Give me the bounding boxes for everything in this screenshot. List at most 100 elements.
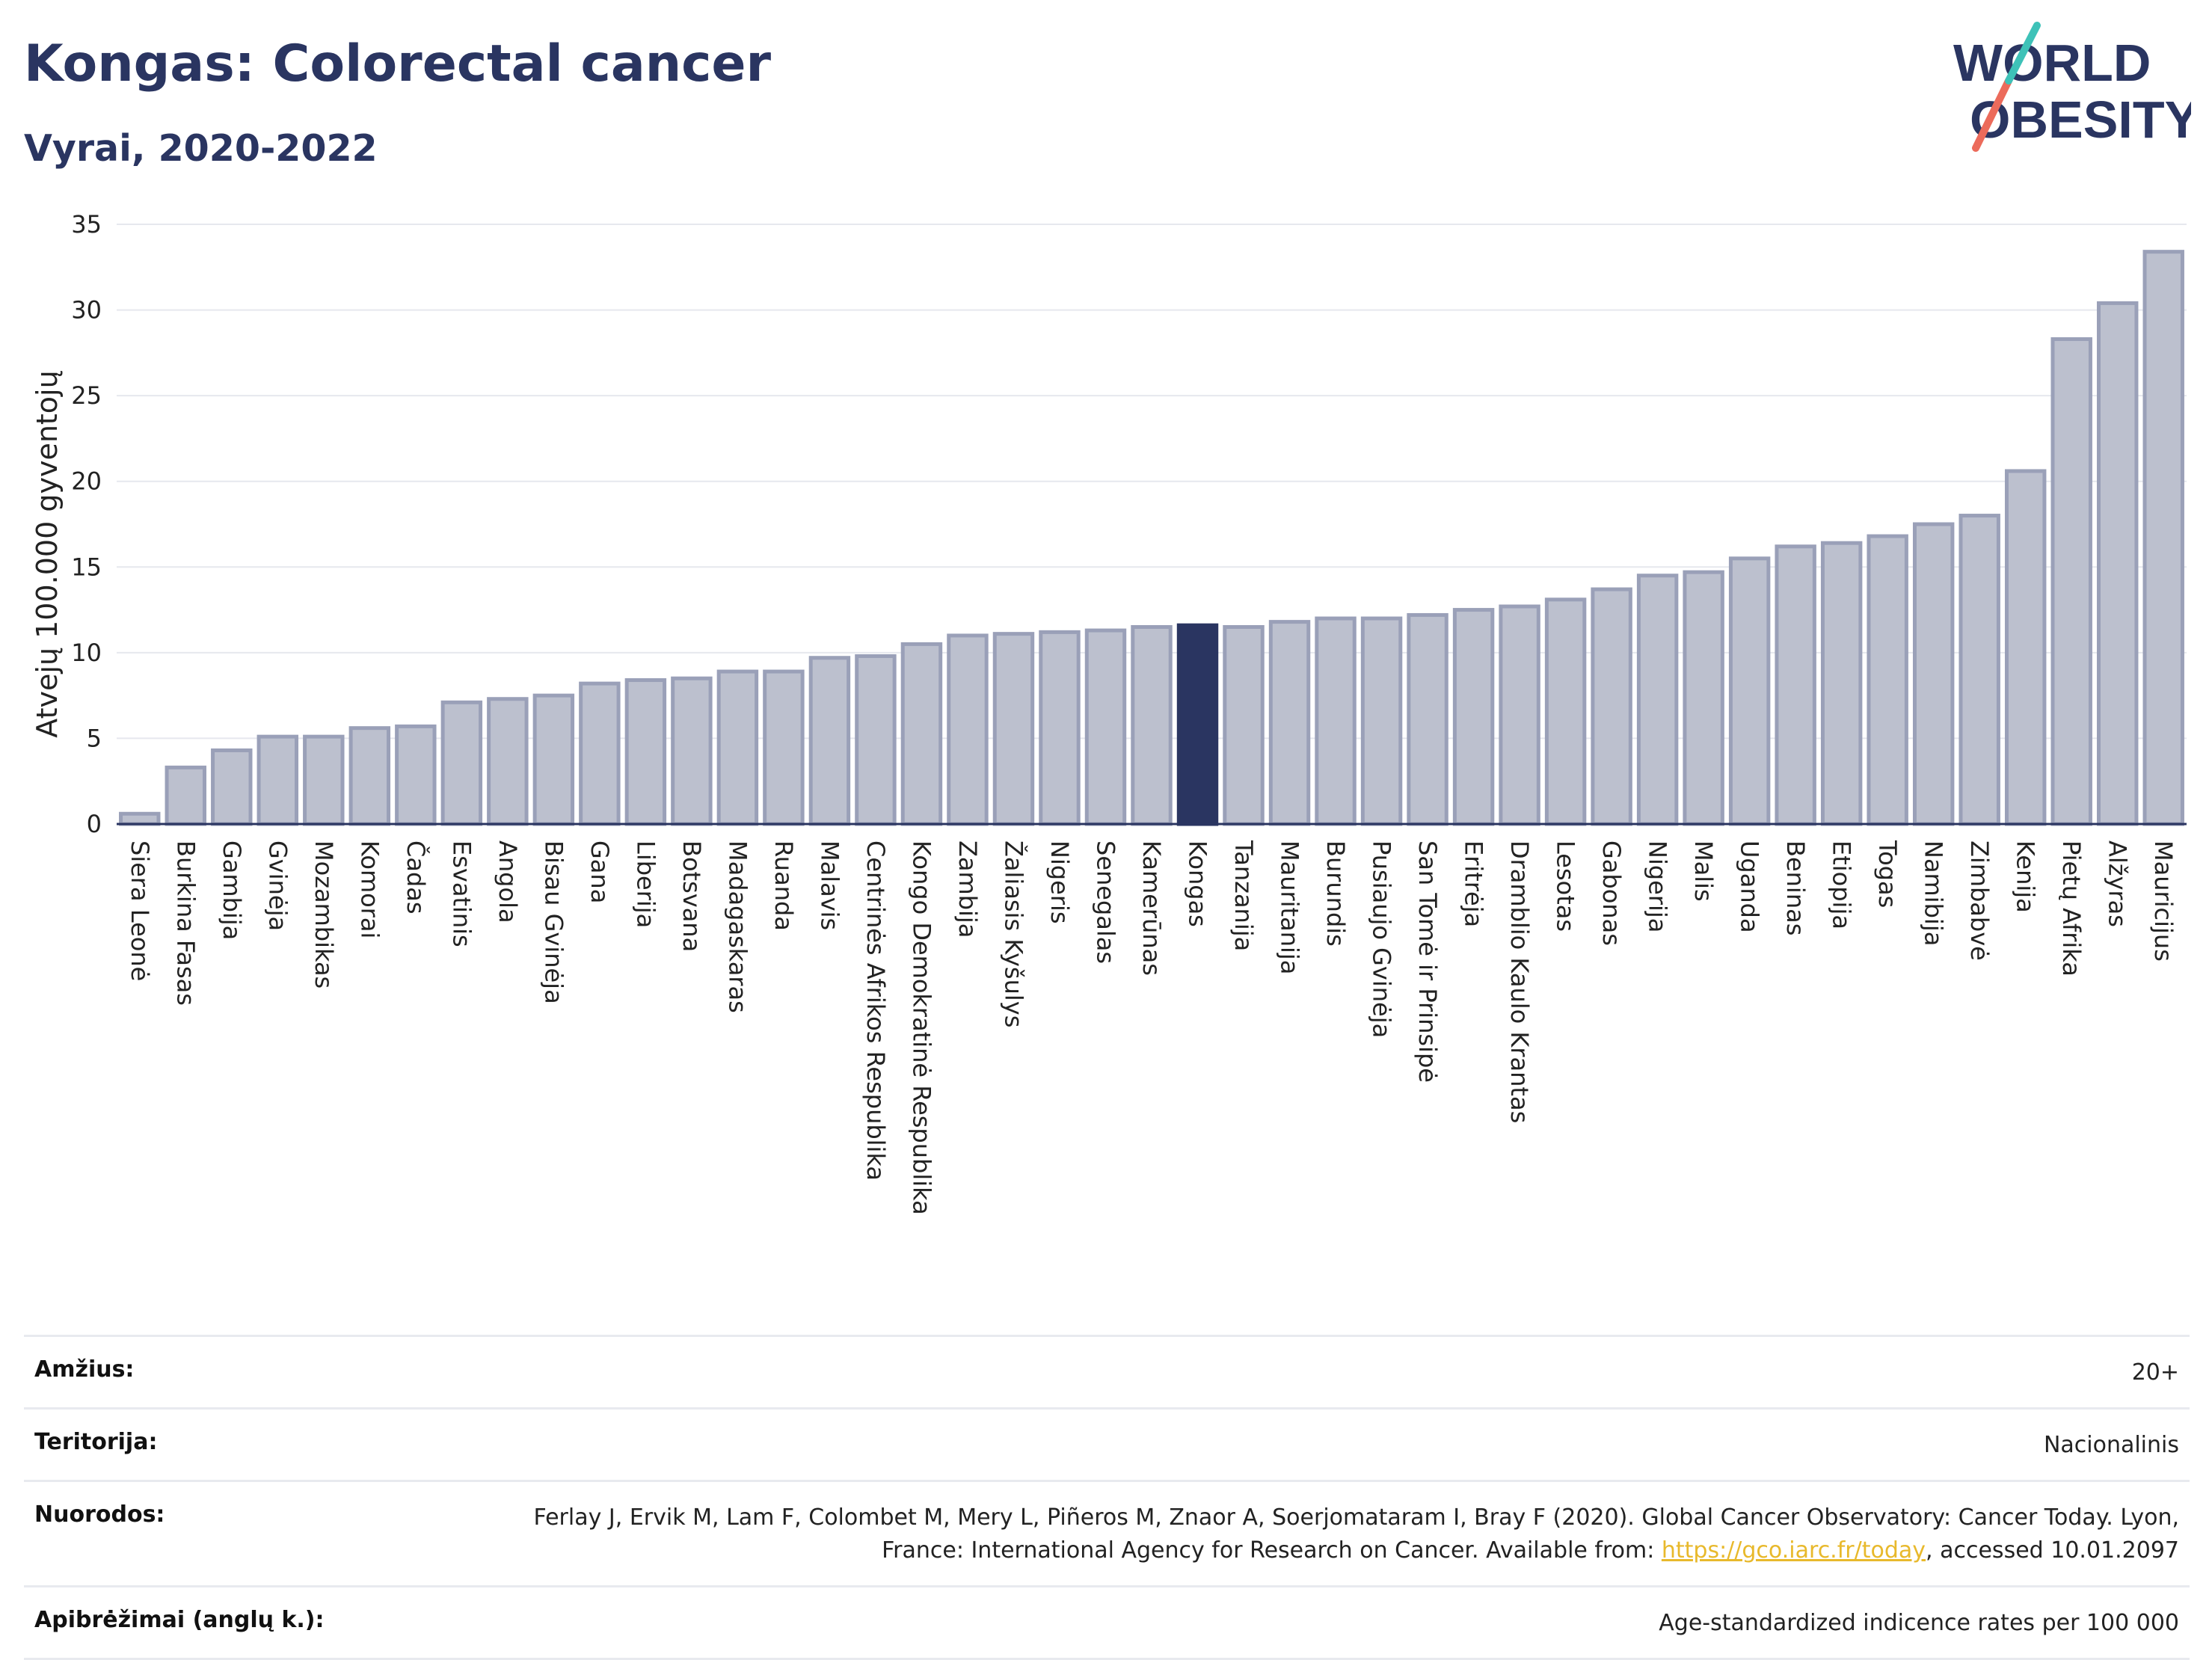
x-tick-label: Gana <box>586 840 614 903</box>
bar-country <box>1958 514 2000 826</box>
x-tick-label: Ruanda <box>769 840 798 931</box>
bar-country <box>1315 616 1357 826</box>
meta-territory-value: Nacionalinis <box>2043 1432 2179 1458</box>
meta-row-age: Amžius: 20+ <box>24 1335 2190 1407</box>
x-tick-label: Gvinėja <box>263 840 292 931</box>
bar-country <box>2142 250 2184 826</box>
meta-row-territory: Teritorija: Nacionalinis <box>24 1407 2190 1480</box>
x-tick-label: Kongas <box>1184 840 1212 927</box>
bar-country <box>1636 574 1679 826</box>
x-tick-label: Kongo Demokratinė Respublika <box>907 840 936 1215</box>
y-tick-label: 35 <box>71 210 102 239</box>
x-tick-label: Komorai <box>355 840 384 938</box>
bar-country <box>2097 301 2139 826</box>
x-tick-label: Beninas <box>1781 840 1810 935</box>
bar-country <box>211 748 253 826</box>
bar-country <box>808 656 851 826</box>
bar-country <box>1268 620 1311 826</box>
svg-text:WORLD: WORLD <box>1953 34 2151 92</box>
bar-country <box>992 632 1035 826</box>
y-tick-label: 15 <box>71 553 102 581</box>
bar-country <box>348 726 391 826</box>
y-tick-label: 10 <box>71 639 102 667</box>
bar-country <box>165 765 206 826</box>
y-tick-label: 20 <box>71 467 102 496</box>
x-tick-label: Liberija <box>631 840 660 928</box>
bar-country <box>1591 587 1632 826</box>
x-tick-label: Zimbabvė <box>1965 840 1994 961</box>
bar-highlight <box>1176 623 1219 826</box>
bars <box>119 250 2184 826</box>
bar-country <box>763 669 805 826</box>
x-tick-label: Angola <box>494 840 522 923</box>
bar-country <box>1039 630 1081 826</box>
bar-country <box>440 700 483 826</box>
y-axis-label: Atvejų 100.000 gyventojų <box>31 370 64 737</box>
bar-country <box>532 693 575 826</box>
x-tick-label: Centrinės Afrikos Respublika <box>861 840 890 1181</box>
meta-defs-label: Apibrėžimai (anglų k.): <box>34 1607 325 1633</box>
meta-age-label: Amžius: <box>34 1356 135 1383</box>
bar-country <box>671 676 713 826</box>
x-tick-label: Burkina Fasas <box>171 840 200 1006</box>
bar-country <box>855 654 897 826</box>
y-tick-label: 25 <box>71 381 102 410</box>
bar-country <box>1223 624 1265 826</box>
world-obesity-logo: WORLD OBESITY <box>1953 22 2191 152</box>
bar-country <box>624 678 667 826</box>
x-tick-label: Alžyras <box>2104 840 2132 927</box>
bar-country <box>1867 534 1908 826</box>
x-tick-label: Etiopija <box>1828 840 1856 929</box>
bar-country <box>1499 604 1540 826</box>
x-tick-label: Namibija <box>1920 840 1948 946</box>
page-title: Kongas: Colorectal cancer <box>24 34 772 93</box>
x-tick-label: Mozambikas <box>310 840 338 989</box>
bar-country <box>303 734 345 826</box>
x-tick-label: Gambija <box>218 840 246 940</box>
page-subtitle: Vyrai, 2020-2022 <box>24 127 378 170</box>
bar-country <box>2004 469 2047 826</box>
x-axis-labels: Siera Leonė Burkina Fasas Gambija Gvinėja Mo… <box>126 840 2178 1215</box>
bar-country <box>1360 616 1403 826</box>
meta-defs-value: Age-standardized indicence rates per 100… <box>1659 1610 2179 1636</box>
reference-link[interactable]: https://gco.iarc.fr/today <box>1661 1537 1926 1564</box>
x-tick-label: Čadas <box>402 840 431 914</box>
bar-country <box>1084 628 1127 826</box>
x-tick-label: Kenija <box>2012 840 2040 913</box>
x-tick-label: Burundis <box>1321 840 1350 947</box>
x-tick-label: Malavis <box>815 840 844 930</box>
x-tick-label: Kamerūnas <box>1137 840 1166 976</box>
metadata-table: Amžius: 20+ Teritorija: Nacionalinis Nuo… <box>24 1335 2190 1660</box>
bar-country <box>716 669 759 826</box>
meta-age-value: 20+ <box>2131 1359 2179 1386</box>
bar-country <box>1131 624 1173 826</box>
x-tick-label: Mauricijus <box>2149 840 2178 962</box>
x-tick-label: Lesotas <box>1552 840 1580 932</box>
bar-country <box>1820 541 1863 826</box>
bar-country <box>1544 597 1587 826</box>
x-tick-label: Pietų Afrika <box>2057 840 2086 977</box>
x-tick-label: Bisau Gvinėja <box>539 840 568 1004</box>
bar-country <box>119 811 161 826</box>
meta-refs-value: Ferlay J, Ervik M, Lam F, Colombet M, Me… <box>533 1504 2179 1564</box>
meta-row-definitions: Apibrėžimai (anglų k.): Age-standardized… <box>24 1585 2190 1660</box>
x-tick-label: Pusiaujo Gvinėja <box>1368 840 1396 1038</box>
meta-row-references: Nuorodos: Ferlay J, Ervik M, Lam F, Colo… <box>24 1480 2190 1585</box>
x-tick-label: Malis <box>1689 840 1718 902</box>
x-tick-label: Žaliasis Kyšulys <box>999 840 1027 1027</box>
bar-country <box>487 697 529 826</box>
y-tick-label: 5 <box>87 724 102 752</box>
x-tick-label: Gabonas <box>1597 840 1626 946</box>
bar-country <box>900 642 943 826</box>
y-axis-ticks: 0 5 10 15 20 25 30 35 <box>71 210 102 838</box>
x-tick-label: Togas <box>1873 840 1902 908</box>
x-tick-label: Madagaskaras <box>723 840 752 1013</box>
bar-country <box>1728 556 1771 826</box>
bar-country <box>1775 544 1816 826</box>
x-tick-label: Eritrėja <box>1460 840 1488 927</box>
bar-country <box>1407 612 1448 826</box>
x-tick-label: Nigerija <box>1644 840 1672 932</box>
x-tick-label: Siera Leonė <box>126 840 154 981</box>
x-tick-label: Dramblio Kaulo Krantas <box>1505 840 1534 1123</box>
meta-refs-label: Nuorodos: <box>34 1501 165 1528</box>
